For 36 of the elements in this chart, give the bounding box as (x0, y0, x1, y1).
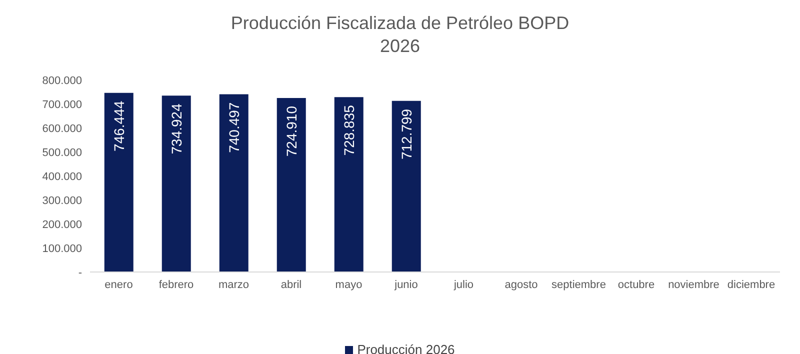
data-label: 734.924 (168, 103, 184, 154)
x-tick-label: abril (280, 278, 302, 291)
x-tick-label: diciembre (727, 278, 776, 291)
data-label: 740.497 (226, 102, 242, 153)
x-tick-label: julio (452, 278, 474, 291)
chart-title: Producción Fiscalizada de Petróleo BOPD (230, 12, 570, 35)
y-tick-label: 300.000 (42, 194, 82, 207)
x-tick-label: mayo (335, 278, 362, 291)
x-tick-label: enero (104, 278, 133, 291)
y-tick-label: 600.000 (42, 122, 82, 135)
x-tick-label: junio (394, 278, 418, 291)
bar (219, 94, 248, 272)
x-tick-label: noviembre (668, 278, 720, 291)
y-tick-label: - (78, 266, 82, 279)
data-label: 746.444 (110, 100, 127, 152)
x-tick-label: marzo (218, 278, 250, 291)
data-label: 712.799 (398, 108, 414, 160)
bar (334, 97, 364, 272)
legend-label: Producción 2026 (356, 342, 455, 354)
y-tick-label: 700.000 (42, 98, 82, 111)
bar (392, 100, 421, 272)
chart-subtitle: 2026 (378, 35, 422, 58)
x-tick-label: septiembre (552, 278, 606, 291)
y-tick-label: 100.000 (42, 242, 82, 255)
data-label: 728.835 (340, 104, 357, 156)
bar (104, 92, 134, 272)
y-tick-label: 800.000 (42, 74, 82, 87)
x-tick-label: febrero (158, 278, 194, 291)
data-label: 724.910 (283, 106, 300, 157)
x-tick-label: agosto (504, 278, 538, 291)
y-tick-label: 500.000 (42, 146, 82, 159)
bar (162, 96, 191, 272)
y-tick-label: 400.000 (42, 170, 82, 183)
x-tick-label: octubre (618, 278, 655, 291)
y-tick-label: 200.000 (42, 218, 82, 231)
bar (276, 98, 306, 272)
